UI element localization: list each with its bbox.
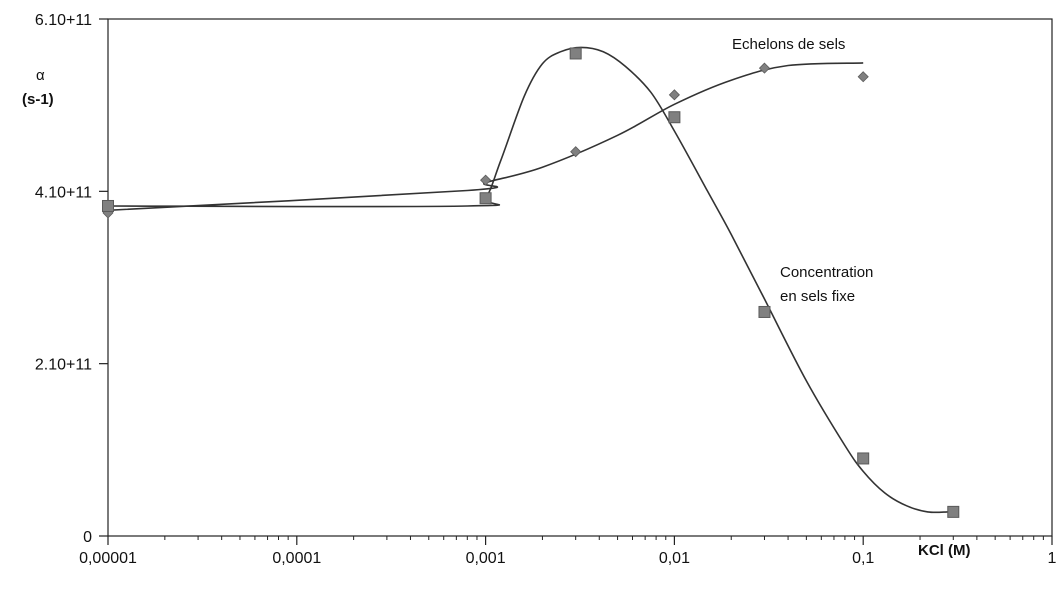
data-point-square bbox=[857, 452, 870, 465]
series-label: Concentration bbox=[780, 264, 873, 281]
series-label: en sels fixe bbox=[780, 288, 855, 305]
x-tick-label: 0,1 bbox=[852, 550, 874, 567]
y-tick-label: 0 bbox=[83, 529, 92, 546]
x-axis-title: KCl (M) bbox=[918, 542, 971, 559]
y-tick-label: 2.10+11 bbox=[35, 357, 92, 374]
y-tick-label: 4.10+11 bbox=[35, 184, 92, 201]
data-point-diamond bbox=[857, 71, 869, 83]
data-point-square bbox=[569, 47, 582, 60]
x-tick-label: 0,0001 bbox=[272, 550, 321, 567]
y-axis: 0 2.10+11 4.10+11 6.10+11 bbox=[35, 12, 108, 546]
data-point-square bbox=[479, 192, 492, 205]
x-axis: 0,00001 0,0001 0,001 0,01 0,1 1 bbox=[79, 536, 1057, 567]
data-point-diamond bbox=[570, 146, 582, 158]
x-tick-label: 0,001 bbox=[466, 550, 506, 567]
y-tick-label: 6.10+11 bbox=[35, 12, 92, 29]
data-point-diamond bbox=[758, 62, 771, 74]
series-label: Echelons de sels bbox=[732, 36, 845, 53]
series-curve bbox=[107, 62, 864, 212]
annotations: Echelons de sels Concentration en sels fix… bbox=[732, 36, 873, 305]
plot-border bbox=[107, 18, 1053, 537]
data-point-square bbox=[668, 111, 681, 124]
data-point-square bbox=[102, 199, 114, 212]
data-point-square bbox=[947, 505, 960, 518]
y-axis-symbol: α bbox=[36, 67, 45, 84]
data-point-diamond bbox=[480, 174, 492, 186]
x-tick-label: 0,01 bbox=[659, 550, 690, 567]
x-tick-label: 1 bbox=[1048, 550, 1057, 567]
series-layer bbox=[102, 46, 960, 518]
series-1 bbox=[102, 62, 869, 219]
x-tick-label: 0,00001 bbox=[79, 550, 137, 567]
y-axis-unit: (s-1) bbox=[22, 91, 54, 108]
data-point-diamond bbox=[668, 89, 680, 101]
series-curve bbox=[107, 46, 948, 514]
series-2 bbox=[102, 46, 960, 518]
data-point-square bbox=[758, 305, 771, 318]
plot-frame bbox=[107, 18, 1053, 537]
